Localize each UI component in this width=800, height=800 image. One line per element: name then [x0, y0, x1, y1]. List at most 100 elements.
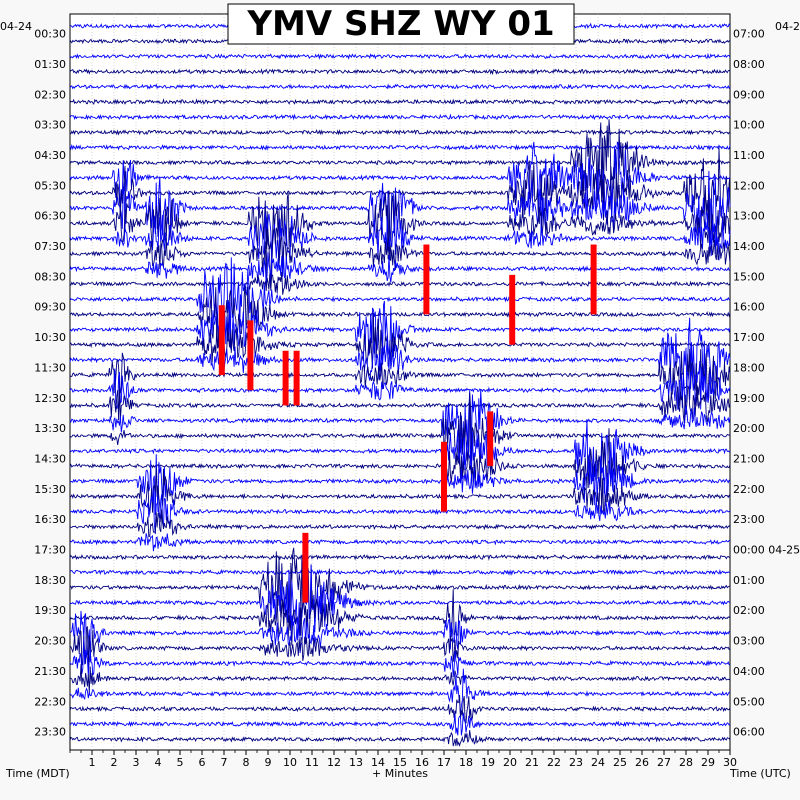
- x-tick-label: 13: [349, 756, 363, 769]
- right-hour-label: 14:00: [733, 240, 765, 253]
- right-hour-label: 04:00: [733, 665, 765, 678]
- x-tick-label: 15: [393, 756, 407, 769]
- x-tick-label: 26: [635, 756, 649, 769]
- trace-line: [69, 68, 731, 76]
- x-tick-label: 16: [415, 756, 429, 769]
- trace-line: [69, 712, 731, 736]
- x-tick-label: 10: [283, 756, 297, 769]
- x-tick-label: 27: [657, 756, 671, 769]
- trace-line: [69, 285, 731, 348]
- left-hour-label: 09:30: [34, 301, 66, 314]
- left-date-label: 04-24: [0, 20, 32, 33]
- trace-line: [69, 384, 731, 423]
- trace-line: [69, 348, 731, 407]
- x-tick-label: 18: [459, 756, 473, 769]
- x-tick-label: 17: [437, 756, 451, 769]
- right-hour-label: 19:00: [733, 392, 765, 405]
- right-hour-label: 13:00: [733, 210, 765, 223]
- left-hour-label: 17:30: [34, 544, 66, 557]
- trace-line: [69, 589, 731, 646]
- seismic-traces: [69, 22, 731, 748]
- trace-line: [69, 119, 731, 207]
- clipped-segment: [590, 244, 597, 315]
- trace-line: [69, 428, 731, 501]
- x-tick-label: 21: [525, 756, 539, 769]
- trace-line: [69, 547, 731, 626]
- x-tick-label: 5: [177, 756, 184, 769]
- left-hour-label: 13:30: [34, 422, 66, 435]
- right-hour-label: 03:00: [733, 635, 765, 648]
- left-hour-label: 11:30: [34, 361, 66, 374]
- trace-line: [69, 392, 731, 466]
- trace-line: [69, 83, 731, 90]
- left-hour-label: 20:30: [34, 635, 66, 648]
- right-hour-label: 00:00 04-25: [733, 544, 800, 557]
- left-hour-label: 14:30: [34, 452, 66, 465]
- trace-line: [69, 730, 731, 748]
- x-tick-label: 1: [89, 756, 96, 769]
- clipped-segment: [293, 350, 300, 406]
- trace-line: [69, 300, 731, 356]
- trace-line: [69, 257, 731, 349]
- x-tick-label: 4: [155, 756, 162, 769]
- title-box: [227, 3, 575, 45]
- clipped-segment: [218, 305, 225, 376]
- x-tick-label: 29: [701, 756, 715, 769]
- left-hour-label: 03:30: [34, 119, 66, 132]
- trace-line: [69, 610, 731, 662]
- trace-line: [69, 533, 731, 552]
- trace-line: [69, 564, 731, 641]
- clipped-segment: [487, 411, 494, 467]
- x-tick-label: 8: [243, 756, 250, 769]
- right-hour-label: 23:00: [733, 513, 765, 526]
- left-hour-label: 07:30: [34, 240, 66, 253]
- trace-line: [69, 360, 731, 410]
- trace-line: [69, 389, 731, 467]
- left-hour-label: 12:30: [34, 392, 66, 405]
- right-hour-label: 10:00: [733, 119, 765, 132]
- right-hour-label: 18:00: [733, 361, 765, 374]
- clipped-segment: [247, 320, 254, 391]
- right-hour-label: 15:00: [733, 270, 765, 283]
- right-hour-label: 09:00: [733, 88, 765, 101]
- right-hour-label: 20:00: [733, 422, 765, 435]
- trace-line: [69, 553, 731, 561]
- x-tick-label: 23: [569, 756, 583, 769]
- clipped-segment: [441, 441, 447, 512]
- x-tick-label: 12: [327, 756, 341, 769]
- right-hour-label: 21:00: [733, 452, 765, 465]
- trace-line: [69, 98, 731, 105]
- chart-title: YMV SHZ WY 01: [246, 4, 554, 44]
- left-hour-label: 23:30: [34, 726, 66, 739]
- left-hour-label: 21:30: [34, 665, 66, 678]
- right-hour-label: 07:00: [733, 28, 765, 41]
- left-hour-label: 16:30: [34, 513, 66, 526]
- x-tick-label: 3: [133, 756, 140, 769]
- clipped-segment: [282, 350, 289, 406]
- left-time-labels: 00:30 01:30 02:30 03:30 04:30 05:30 06:30 07:30…: [34, 28, 66, 739]
- right-hour-label: 05:00: [733, 695, 765, 708]
- x-tick-label: 20: [503, 756, 517, 769]
- left-hour-label: 05:30: [34, 179, 66, 192]
- trace-line: [69, 664, 731, 694]
- x-axis-label: + Minutes: [372, 767, 428, 780]
- trace-line: [69, 317, 731, 405]
- x-tick-label: 19: [481, 756, 495, 769]
- plot-frame: [69, 13, 731, 751]
- trace-line: [69, 568, 731, 576]
- trace-line: [69, 509, 731, 538]
- x-tick-label: 9: [265, 756, 272, 769]
- x-tick-label: 22: [547, 756, 561, 769]
- trace-line: [69, 212, 731, 277]
- trace-line: [69, 466, 731, 523]
- trace-line: [69, 638, 731, 678]
- left-hour-label: 22:30: [34, 695, 66, 708]
- left-axis-label: Time (MDT): [5, 767, 70, 780]
- clipped-segments: [218, 244, 597, 603]
- left-hour-label: 08:30: [34, 270, 66, 283]
- right-hour-label: 17:00: [733, 331, 765, 344]
- x-tick-label: 11: [305, 756, 319, 769]
- right-hour-label: 11:00: [733, 149, 765, 162]
- x-tick-label: 6: [199, 756, 206, 769]
